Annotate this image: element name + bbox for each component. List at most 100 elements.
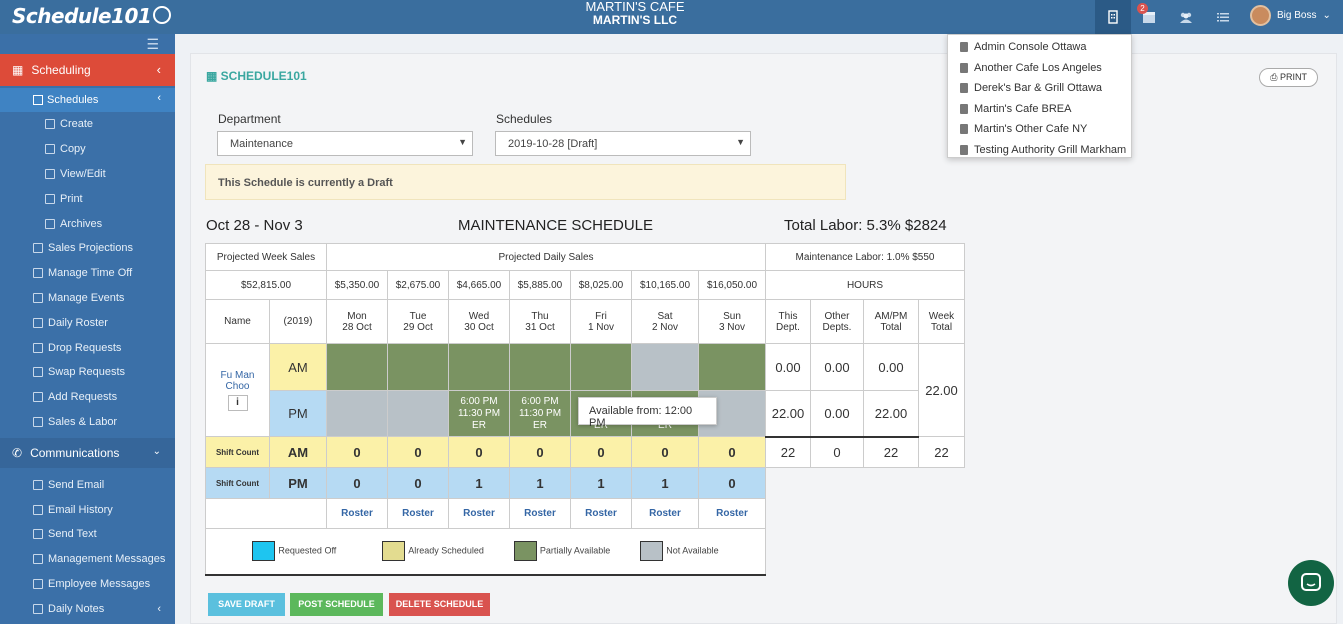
sidebar-item-communications[interactable]: ✆ Communications ⌄ bbox=[0, 438, 175, 469]
shift-cell[interactable] bbox=[570, 343, 632, 391]
legend-item: Requested Off bbox=[252, 541, 336, 562]
hours-label: HOURS bbox=[765, 270, 965, 300]
user-menu[interactable]: Big Boss ⌄ bbox=[1250, 5, 1331, 26]
building-icon bbox=[960, 103, 968, 114]
sidebar-item-sales-projections[interactable]: Sales Projections bbox=[0, 236, 175, 261]
print-button[interactable]: ⎙ PRINT bbox=[1259, 68, 1318, 87]
notes-icon bbox=[33, 603, 43, 614]
availability-tooltip: Available from: 12:00 PM bbox=[578, 397, 717, 429]
roster-link[interactable]: Roster bbox=[631, 498, 699, 529]
daily-sales: $2,675.00 bbox=[387, 270, 449, 300]
calendar-icon bbox=[45, 168, 55, 179]
sidebar-item-employee-messages[interactable]: Employee Messages bbox=[0, 572, 175, 597]
employee-name[interactable]: Fu Man Choo i bbox=[205, 343, 270, 437]
day-header[interactable]: Mon 28 Oct bbox=[326, 299, 388, 344]
day-header[interactable]: Thu 31 Oct bbox=[509, 299, 571, 344]
shift-cell[interactable] bbox=[509, 343, 571, 391]
list-icon[interactable] bbox=[1205, 0, 1241, 34]
user-name: Big Boss bbox=[1277, 10, 1317, 21]
day-header[interactable]: Sun 3 Nov bbox=[698, 299, 766, 344]
day-header[interactable]: Tue 29 Oct bbox=[387, 299, 449, 344]
hours-value: 0.00 bbox=[810, 343, 864, 391]
daily-sales: $10,165.00 bbox=[631, 270, 699, 300]
sidebar-item-send-text[interactable]: Send Text bbox=[0, 522, 175, 547]
department-select[interactable]: Maintenance ▼ bbox=[217, 131, 473, 156]
location-item[interactable]: Testing Authority Grill Markham bbox=[948, 140, 1131, 161]
shift-count: 0 bbox=[570, 436, 632, 468]
total-labor: Total Labor: 5.3% $2824 bbox=[784, 217, 947, 234]
sidebar-item-send-email[interactable]: Send Email bbox=[0, 472, 175, 497]
shift-cell[interactable] bbox=[387, 343, 449, 391]
sidebar-item-copy[interactable]: Copy bbox=[0, 137, 175, 162]
users-icon[interactable] bbox=[1168, 0, 1204, 34]
sidebar-item-schedules[interactable]: Schedules ‹ bbox=[0, 88, 175, 112]
location-item[interactable]: Derek's Bar & Grill Ottawa bbox=[948, 78, 1131, 99]
sidebar-item-sales-labor[interactable]: Sales & Labor bbox=[0, 410, 175, 435]
roster-link[interactable]: Roster bbox=[698, 498, 766, 529]
sidebar-item-add-requests[interactable]: Add Requests bbox=[0, 385, 175, 410]
info-button[interactable]: i bbox=[227, 394, 248, 411]
legend-item: Already Scheduled bbox=[382, 541, 484, 562]
chart-icon bbox=[33, 243, 43, 254]
app-logo[interactable]: Schedule101 bbox=[12, 4, 172, 28]
roster-link[interactable]: Roster bbox=[387, 498, 449, 529]
message-icon bbox=[33, 578, 43, 589]
sidebar-item-swap-requests[interactable]: Swap Requests bbox=[0, 360, 175, 385]
shift-cell[interactable] bbox=[326, 343, 388, 391]
sidebar-item-manage-events[interactable]: Manage Events bbox=[0, 286, 175, 311]
shift-cell[interactable] bbox=[326, 390, 388, 437]
building-icon[interactable] bbox=[1095, 0, 1131, 34]
shift-cell[interactable] bbox=[387, 390, 449, 437]
sidebar-item-view-edit[interactable]: View/Edit bbox=[0, 162, 175, 187]
sidebar-item-daily-notes[interactable]: Daily Notes ‹ bbox=[0, 596, 175, 621]
shift-cell[interactable] bbox=[448, 343, 510, 391]
roster-link[interactable]: Roster bbox=[448, 498, 510, 529]
date-range: Oct 28 - Nov 3 bbox=[206, 217, 303, 234]
chat-bubble-icon bbox=[33, 529, 43, 540]
count-total: 22 bbox=[918, 436, 965, 468]
sidebar-item-archives[interactable]: Archives bbox=[0, 211, 175, 236]
hamburger-icon[interactable]: ☰ bbox=[146, 36, 159, 52]
company-header: MARTIN'S CAFE MARTIN'S LLC bbox=[0, 0, 1270, 27]
location-item[interactable]: Martin's Other Cafe NY bbox=[948, 119, 1131, 140]
sidebar-item-email-history[interactable]: Email History bbox=[0, 497, 175, 522]
save-draft-button[interactable]: SAVE DRAFT bbox=[208, 593, 285, 616]
location-item[interactable]: Another Cafe Los Angeles bbox=[948, 58, 1131, 79]
delete-schedule-button[interactable]: DELETE SCHEDULE bbox=[389, 593, 490, 616]
daily-sales: $4,665.00 bbox=[448, 270, 510, 300]
roster-link[interactable]: Roster bbox=[509, 498, 571, 529]
day-header[interactable]: Wed 30 Oct bbox=[448, 299, 510, 344]
sidebar-item-management-messages[interactable]: Management Messages bbox=[0, 547, 175, 572]
shift-count: 0 bbox=[448, 436, 510, 468]
avatar bbox=[1250, 5, 1271, 26]
shift-cell[interactable] bbox=[631, 343, 699, 391]
sidebar-item-daily-roster[interactable]: Daily Roster bbox=[0, 310, 175, 335]
shift-cell[interactable] bbox=[698, 343, 766, 391]
print-icon: ⎙ bbox=[1270, 72, 1280, 82]
company-llc: MARTIN'S LLC bbox=[592, 13, 678, 27]
sidebar-item-create[interactable]: Create bbox=[0, 112, 175, 137]
calendar-notification-icon[interactable]: 2 bbox=[1131, 0, 1167, 34]
chevron-down-icon: ⌄ bbox=[1322, 10, 1331, 21]
sidebar-item-manage-time-off[interactable]: Manage Time Off bbox=[0, 261, 175, 286]
schedules-select[interactable]: 2019-10-28 [Draft] ▼ bbox=[495, 131, 751, 156]
pm-label: PM bbox=[269, 390, 327, 437]
shift-count: 1 bbox=[448, 467, 510, 499]
sidebar-item-scheduling[interactable]: ▦ Scheduling ‹ bbox=[0, 54, 175, 86]
chat-launcher-button[interactable] bbox=[1288, 560, 1334, 606]
post-schedule-button[interactable]: POST SCHEDULE bbox=[290, 593, 383, 616]
location-item[interactable]: Admin Console Ottawa bbox=[948, 37, 1131, 58]
hours-value: 22.00 bbox=[863, 390, 919, 438]
sidebar-item-drop-requests[interactable]: Drop Requests bbox=[0, 335, 175, 360]
location-item[interactable]: Martin's Cafe BREA bbox=[948, 99, 1131, 120]
hours-column-header: Other Depts. bbox=[810, 299, 864, 344]
day-header[interactable]: Sat 2 Nov bbox=[631, 299, 699, 344]
sidebar-item-print[interactable]: Print bbox=[0, 186, 175, 211]
calendar-icon: ▦ bbox=[206, 69, 221, 83]
roster-link[interactable]: Roster bbox=[326, 498, 388, 529]
day-header[interactable]: Fri 1 Nov bbox=[570, 299, 632, 344]
hours-column-header: Week Total bbox=[918, 299, 965, 344]
roster-link[interactable]: Roster bbox=[570, 498, 632, 529]
